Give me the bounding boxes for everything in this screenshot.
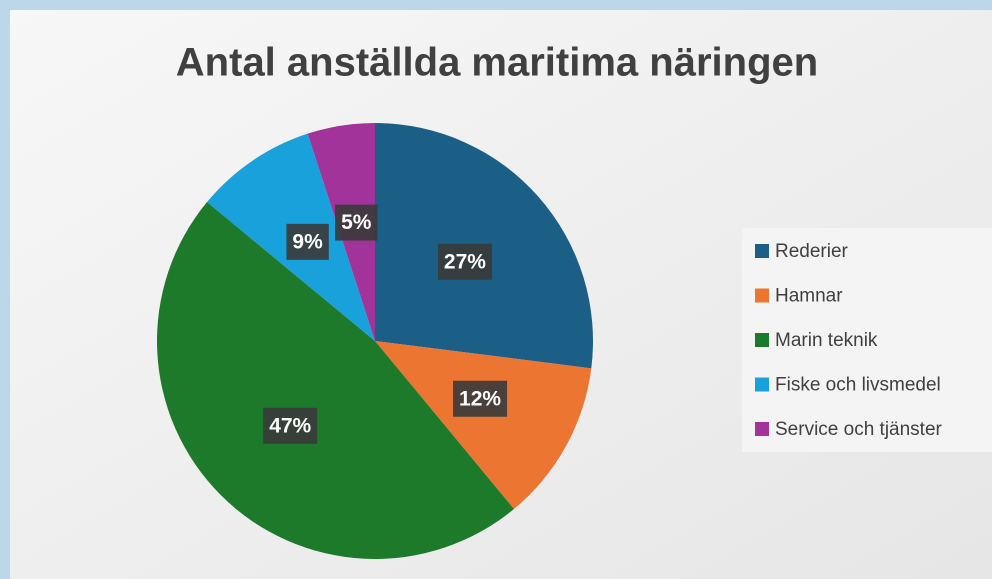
pie-slice (375, 341, 592, 509)
data-label: 12% (459, 387, 501, 410)
legend-label: Rederier (775, 241, 849, 262)
legend-box (742, 228, 992, 452)
data-label: 5% (341, 211, 372, 234)
data-label-box (263, 407, 318, 444)
data-label-box (453, 380, 508, 417)
data-label: 47% (269, 414, 311, 437)
chart-title: Antal anställda maritima näringen (176, 41, 818, 85)
legend-label: Fiske och livsmedel (775, 375, 941, 396)
pie-slice (157, 202, 514, 559)
legend-swatch (755, 422, 769, 436)
legend-label: Marin teknik (775, 330, 878, 351)
data-label: 9% (292, 230, 323, 253)
data-label-box (335, 204, 378, 241)
legend-swatch (755, 377, 769, 392)
legend-label: Hamnar (775, 286, 843, 307)
legend-swatch (755, 288, 769, 303)
data-label: 27% (444, 250, 486, 273)
data-label-box (286, 223, 329, 260)
data-label-box (437, 243, 492, 280)
legend-swatch (755, 244, 769, 258)
legend-swatch (755, 333, 769, 347)
legend-label: Service och tjänster (775, 419, 943, 440)
